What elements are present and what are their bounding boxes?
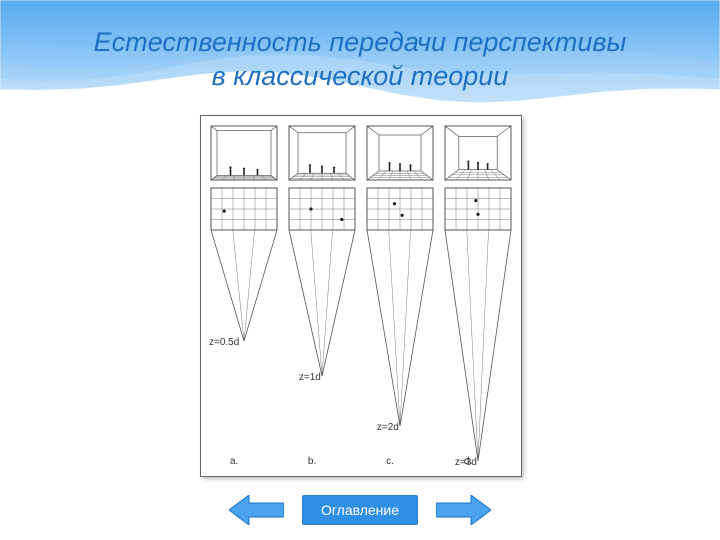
- svg-text:b.: b.: [308, 456, 316, 467]
- figure-svg: z=0.5da.z=1db.z=2dc.z=3dd.: [201, 116, 521, 476]
- svg-text:c.: c.: [386, 456, 394, 467]
- slide-title: Естественность передачи перспективы в кл…: [0, 25, 720, 95]
- title-line-1: Естественность передачи перспективы: [94, 27, 627, 57]
- svg-text:z=2d: z=2d: [377, 422, 399, 433]
- perspective-figure: z=0.5da.z=1db.z=2dc.z=3dd.: [200, 115, 522, 477]
- toc-button[interactable]: Оглавление: [302, 495, 418, 525]
- svg-text:z=1d: z=1d: [299, 372, 321, 383]
- svg-text:z=0.5d: z=0.5d: [209, 337, 239, 348]
- prev-arrow-button[interactable]: [229, 495, 284, 525]
- nav-bar: Оглавление: [0, 495, 720, 525]
- title-line-2: в классической теории: [212, 61, 509, 91]
- svg-text:a.: a.: [230, 456, 238, 467]
- svg-text:d.: d.: [464, 456, 472, 467]
- next-arrow-button[interactable]: [436, 495, 491, 525]
